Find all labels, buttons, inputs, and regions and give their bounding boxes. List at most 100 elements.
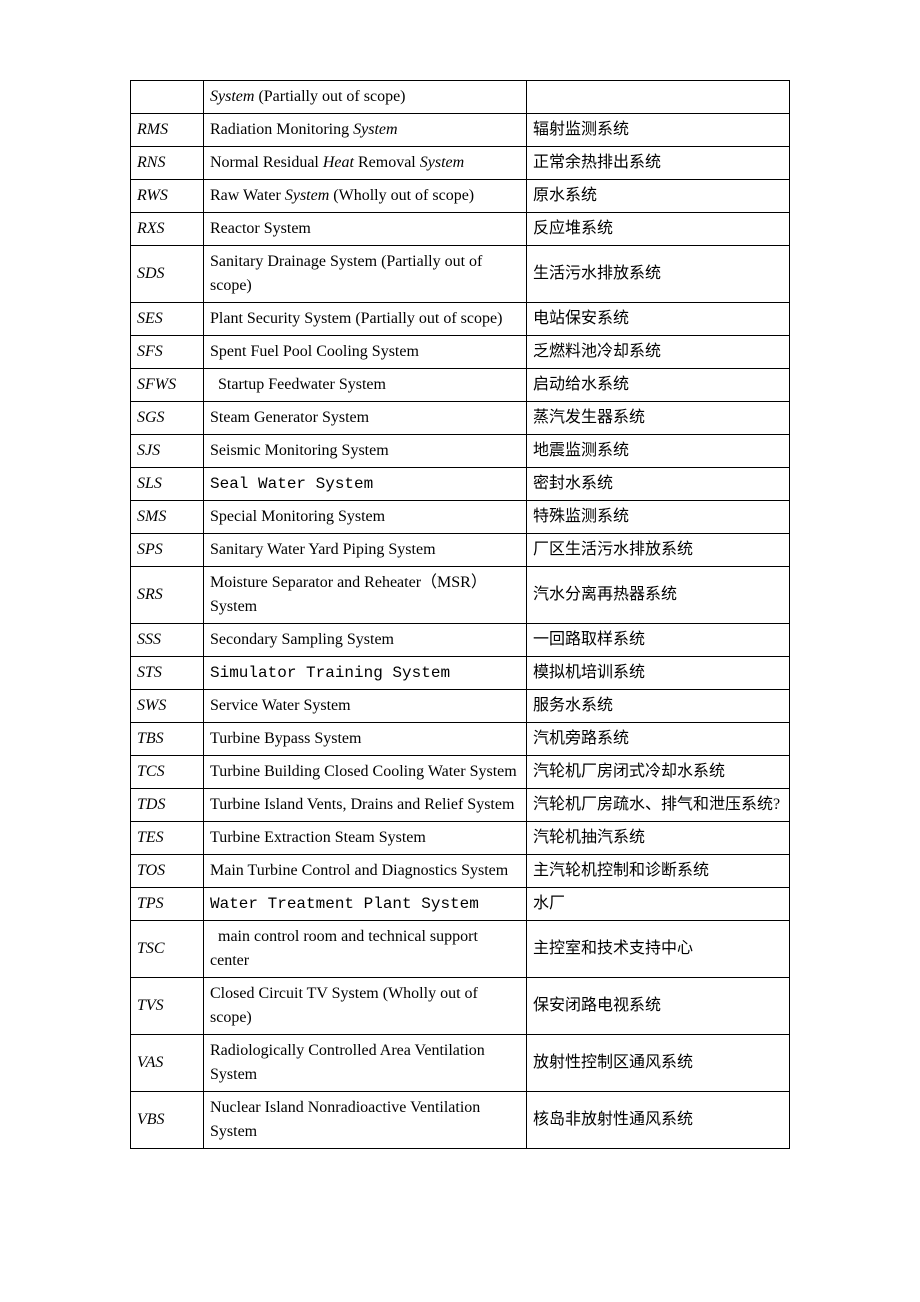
description-cell: Reactor System <box>204 213 527 246</box>
description-cell: Turbine Bypass System <box>204 723 527 756</box>
description-cell: Seal Water System <box>204 468 527 501</box>
chinese-cell: 服务水系统 <box>527 690 790 723</box>
chinese-cell: 模拟机培训系统 <box>527 657 790 690</box>
chinese-cell: 汽轮机厂房闭式冷却水系统 <box>527 756 790 789</box>
code-cell: TOS <box>131 855 204 888</box>
code-cell: STS <box>131 657 204 690</box>
description-cell: Sanitary Drainage System (Partially out … <box>204 246 527 303</box>
description-cell: Turbine Extraction Steam System <box>204 822 527 855</box>
chinese-cell: 反应堆系统 <box>527 213 790 246</box>
description-cell: Spent Fuel Pool Cooling System <box>204 336 527 369</box>
chinese-cell: 汽轮机厂房疏水、排气和泄压系统? <box>527 789 790 822</box>
table-row: SESPlant Security System (Partially out … <box>131 303 790 336</box>
table-row: SMSSpecial Monitoring System特殊监测系统 <box>131 501 790 534</box>
chinese-cell: 生活污水排放系统 <box>527 246 790 303</box>
table-row: TESTurbine Extraction Steam System汽轮机抽汽系… <box>131 822 790 855</box>
code-cell: TDS <box>131 789 204 822</box>
code-cell: SWS <box>131 690 204 723</box>
table-row: SFWS Startup Feedwater System启动给水系统 <box>131 369 790 402</box>
code-cell: SSS <box>131 624 204 657</box>
code-cell: RWS <box>131 180 204 213</box>
description-cell: Turbine Building Closed Cooling Water Sy… <box>204 756 527 789</box>
chinese-cell: 放射性控制区通风系统 <box>527 1035 790 1092</box>
table-row: SRSMoisture Separator and Reheater（MSR）S… <box>131 567 790 624</box>
chinese-cell: 汽水分离再热器系统 <box>527 567 790 624</box>
code-cell <box>131 81 204 114</box>
code-cell: SFWS <box>131 369 204 402</box>
table-body: System (Partially out of scope)RMSRadiat… <box>131 81 790 1149</box>
chinese-cell: 正常余热排出系统 <box>527 147 790 180</box>
table-row: SDSSanitary Drainage System (Partially o… <box>131 246 790 303</box>
table-row: RWSRaw Water System (Wholly out of scope… <box>131 180 790 213</box>
chinese-cell: 原水系统 <box>527 180 790 213</box>
code-cell: TES <box>131 822 204 855</box>
description-cell: Service Water System <box>204 690 527 723</box>
description-cell: Raw Water System (Wholly out of scope) <box>204 180 527 213</box>
chinese-cell: 乏燃料池冷却系统 <box>527 336 790 369</box>
table-row: TSC main control room and technical supp… <box>131 921 790 978</box>
chinese-cell: 水厂 <box>527 888 790 921</box>
table-row: SWSService Water System服务水系统 <box>131 690 790 723</box>
code-cell: TSC <box>131 921 204 978</box>
description-cell: System (Partially out of scope) <box>204 81 527 114</box>
code-cell: TBS <box>131 723 204 756</box>
chinese-cell: 核岛非放射性通风系统 <box>527 1092 790 1149</box>
chinese-cell: 主汽轮机控制和诊断系统 <box>527 855 790 888</box>
code-cell: SJS <box>131 435 204 468</box>
table-row: STSSimulator Training System模拟机培训系统 <box>131 657 790 690</box>
table-row: SSSSecondary Sampling System一回路取样系统 <box>131 624 790 657</box>
table-row: TVSClosed Circuit TV System (Wholly out … <box>131 978 790 1035</box>
description-cell: Main Turbine Control and Diagnostics Sys… <box>204 855 527 888</box>
description-cell: Startup Feedwater System <box>204 369 527 402</box>
code-cell: TCS <box>131 756 204 789</box>
description-cell: Radiation Monitoring System <box>204 114 527 147</box>
table-row: VBSNuclear Island Nonradioactive Ventila… <box>131 1092 790 1149</box>
code-cell: SPS <box>131 534 204 567</box>
chinese-cell: 汽轮机抽汽系统 <box>527 822 790 855</box>
code-cell: SFS <box>131 336 204 369</box>
chinese-cell: 特殊监测系统 <box>527 501 790 534</box>
description-cell: Plant Security System (Partially out of … <box>204 303 527 336</box>
description-cell: Closed Circuit TV System (Wholly out of … <box>204 978 527 1035</box>
chinese-cell: 启动给水系统 <box>527 369 790 402</box>
table-row: SJSSeismic Monitoring System地震监测系统 <box>131 435 790 468</box>
table-row: TBSTurbine Bypass System汽机旁路系统 <box>131 723 790 756</box>
chinese-cell: 电站保安系统 <box>527 303 790 336</box>
description-cell: Simulator Training System <box>204 657 527 690</box>
description-cell: Special Monitoring System <box>204 501 527 534</box>
chinese-cell: 厂区生活污水排放系统 <box>527 534 790 567</box>
table-row: System (Partially out of scope) <box>131 81 790 114</box>
code-cell: RNS <box>131 147 204 180</box>
chinese-cell: 密封水系统 <box>527 468 790 501</box>
chinese-cell: 保安闭路电视系统 <box>527 978 790 1035</box>
table-row: RMSRadiation Monitoring System辐射监测系统 <box>131 114 790 147</box>
code-cell: VAS <box>131 1035 204 1092</box>
description-cell: Nuclear Island Nonradioactive Ventilatio… <box>204 1092 527 1149</box>
code-cell: SGS <box>131 402 204 435</box>
description-cell: Moisture Separator and Reheater（MSR）Syst… <box>204 567 527 624</box>
code-cell: RXS <box>131 213 204 246</box>
table-row: RXSReactor System反应堆系统 <box>131 213 790 246</box>
chinese-cell: 地震监测系统 <box>527 435 790 468</box>
table-row: RNSNormal Residual Heat Removal System正常… <box>131 147 790 180</box>
chinese-cell: 辐射监测系统 <box>527 114 790 147</box>
description-cell: Water Treatment Plant System <box>204 888 527 921</box>
table-row: TDSTurbine Island Vents, Drains and Reli… <box>131 789 790 822</box>
systems-table: System (Partially out of scope)RMSRadiat… <box>130 80 790 1149</box>
table-row: TOSMain Turbine Control and Diagnostics … <box>131 855 790 888</box>
description-cell: Radiologically Controlled Area Ventilati… <box>204 1035 527 1092</box>
table-row: TCSTurbine Building Closed Cooling Water… <box>131 756 790 789</box>
table-row: SFSSpent Fuel Pool Cooling System乏燃料池冷却系… <box>131 336 790 369</box>
code-cell: RMS <box>131 114 204 147</box>
chinese-cell <box>527 81 790 114</box>
description-cell: Seismic Monitoring System <box>204 435 527 468</box>
description-cell: Turbine Island Vents, Drains and Relief … <box>204 789 527 822</box>
chinese-cell: 一回路取样系统 <box>527 624 790 657</box>
code-cell: SRS <box>131 567 204 624</box>
code-cell: SDS <box>131 246 204 303</box>
code-cell: SLS <box>131 468 204 501</box>
description-cell: Steam Generator System <box>204 402 527 435</box>
chinese-cell: 蒸汽发生器系统 <box>527 402 790 435</box>
code-cell: VBS <box>131 1092 204 1149</box>
code-cell: TVS <box>131 978 204 1035</box>
